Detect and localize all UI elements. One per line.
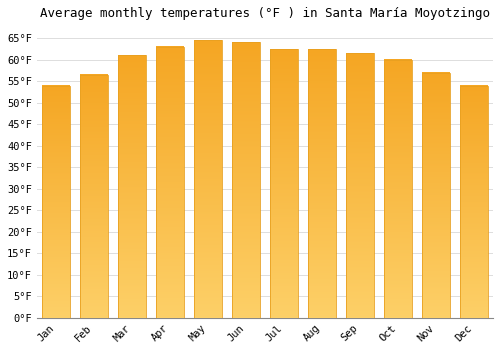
Bar: [80, 75, 108, 318]
Bar: [308, 49, 336, 318]
Bar: [384, 60, 411, 318]
Bar: [422, 72, 450, 318]
Bar: [118, 55, 146, 318]
Bar: [156, 47, 184, 318]
Bar: [460, 85, 487, 318]
Bar: [194, 40, 222, 318]
Bar: [42, 85, 70, 318]
Bar: [232, 42, 260, 318]
Title: Average monthly temperatures (°F ) in Santa María Moyotzingo: Average monthly temperatures (°F ) in Sa…: [40, 7, 490, 20]
Bar: [270, 49, 297, 318]
Bar: [346, 53, 374, 318]
